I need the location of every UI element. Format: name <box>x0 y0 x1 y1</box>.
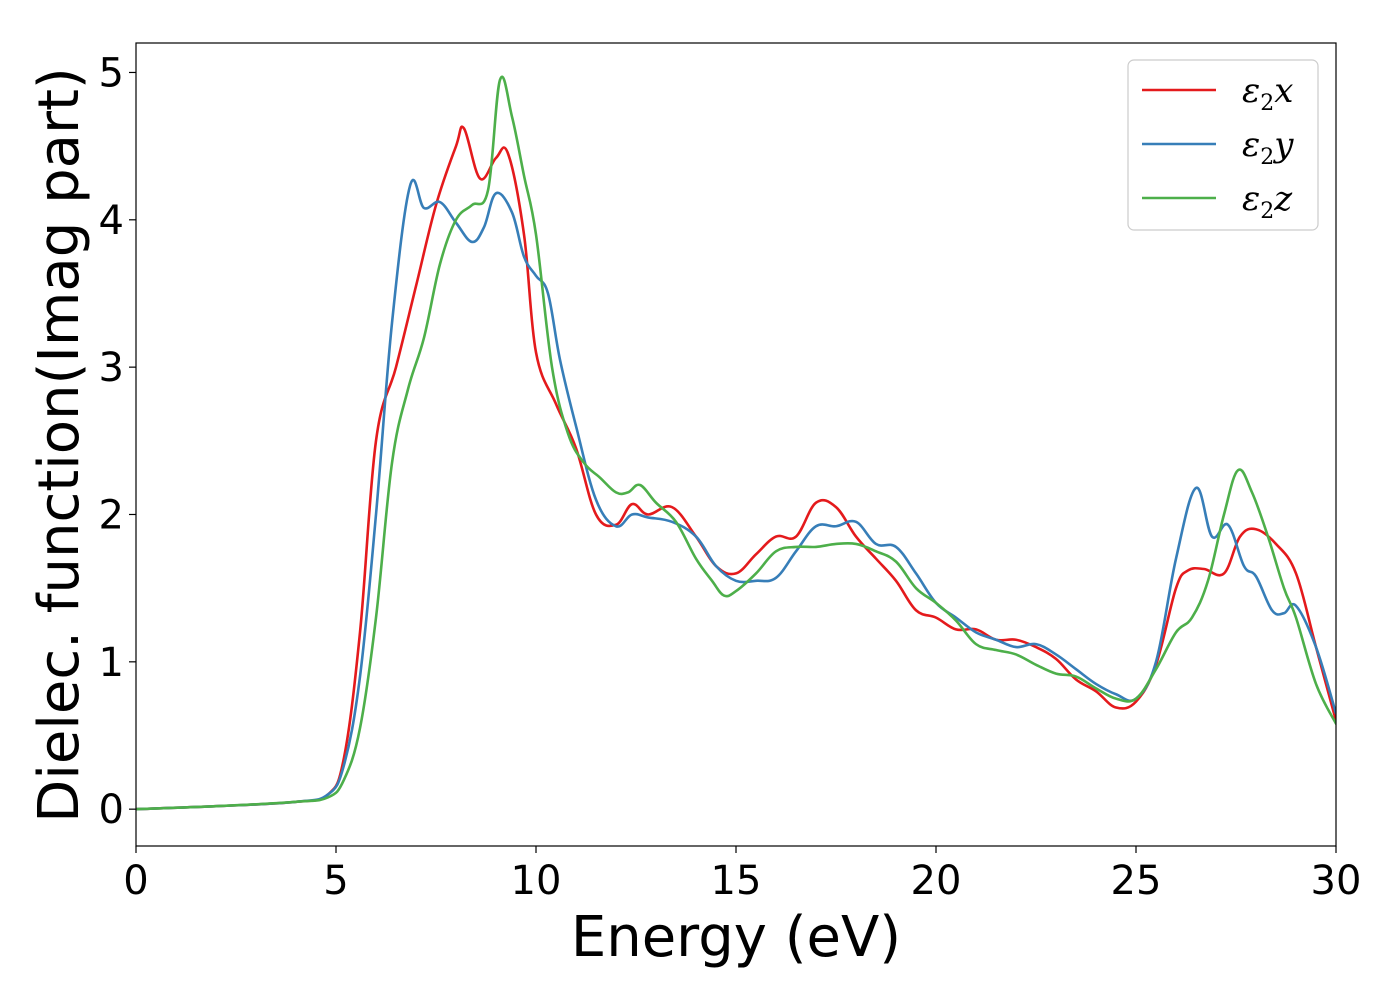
y-tick-label: 1 <box>99 640 124 686</box>
x-axis-label: Energy (eV) <box>571 905 901 970</box>
y-tick-label: 2 <box>99 492 124 538</box>
y-tick-label: 0 <box>99 787 124 833</box>
x-tick-label: 0 <box>123 858 148 904</box>
legend-label-x: ε2x <box>1242 71 1293 116</box>
y-tick-label: 5 <box>99 50 124 96</box>
legend: ε2x ε2y ε2z <box>1127 59 1319 231</box>
series-line-y <box>136 178 1336 811</box>
x-tick-label: 20 <box>911 858 962 904</box>
x-tick-label: 25 <box>1111 858 1162 904</box>
x-tick-label: 10 <box>511 858 562 904</box>
legend-frame <box>1127 59 1319 231</box>
legend-label-z: ε2z <box>1242 179 1293 224</box>
x-tick-label: 5 <box>323 858 348 904</box>
series-layer <box>136 75 1336 811</box>
series-line-z <box>136 75 1336 811</box>
y-tick-label: 3 <box>99 345 124 391</box>
y-tick-label: 4 <box>99 198 124 244</box>
ticks-layer: 0 5 10 15 20 25 30 0 1 2 3 4 5 <box>99 50 1362 904</box>
x-tick-label: 30 <box>1311 858 1362 904</box>
x-tick-label: 15 <box>711 858 762 904</box>
legend-label-y: ε2y <box>1242 125 1294 170</box>
y-axis-label: Dielec. function(Imag part) <box>27 67 92 823</box>
series-line-x <box>136 125 1336 811</box>
